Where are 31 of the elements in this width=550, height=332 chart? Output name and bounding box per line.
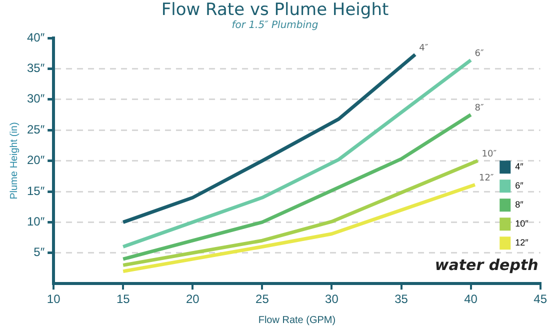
- x-tick-label: 30: [325, 292, 339, 306]
- y-tick-label: 15″: [26, 184, 46, 198]
- y-tick-label: 40″: [26, 30, 46, 44]
- x-tick-label: 45: [534, 292, 548, 306]
- y-axis-title: Plume Height (in): [8, 122, 20, 200]
- x-tick-label: 35: [394, 292, 408, 306]
- y-tick-label: 30″: [26, 92, 46, 106]
- legend-title: water depth: [434, 256, 538, 274]
- text: 8″: [474, 104, 484, 114]
- y-tick-label: 35″: [26, 61, 46, 76]
- y-tick-label: 10″: [26, 214, 46, 229]
- text: 10″: [482, 150, 497, 160]
- legend-label: 12″: [515, 238, 530, 248]
- y-tick-label: 5″: [34, 245, 46, 260]
- legend-label: 6″: [515, 180, 524, 191]
- text: 6″: [474, 48, 484, 59]
- x-tick-label: 10: [46, 292, 61, 306]
- legend-label: 4″: [515, 162, 524, 172]
- text: 12″: [478, 174, 494, 184]
- x-axis-title: Flow Rate (GPM): [258, 314, 336, 326]
- y-tick-label: 25″: [26, 122, 46, 136]
- text: 4″: [419, 43, 428, 54]
- x-tick-label: 25: [256, 292, 270, 306]
- y-tick-label: 20″: [26, 153, 46, 168]
- legend-label: 8″: [515, 200, 524, 210]
- x-tick-label: 20: [186, 292, 200, 306]
- chart-subtitle: for 1.5″ Plumbing: [230, 20, 320, 31]
- x-tick-label: 40: [464, 292, 478, 306]
- x-tick-label: 15: [116, 292, 130, 306]
- legend-label: 10″: [515, 218, 530, 229]
- chart-title: Flow Rate vs Plume Height: [160, 0, 390, 20]
